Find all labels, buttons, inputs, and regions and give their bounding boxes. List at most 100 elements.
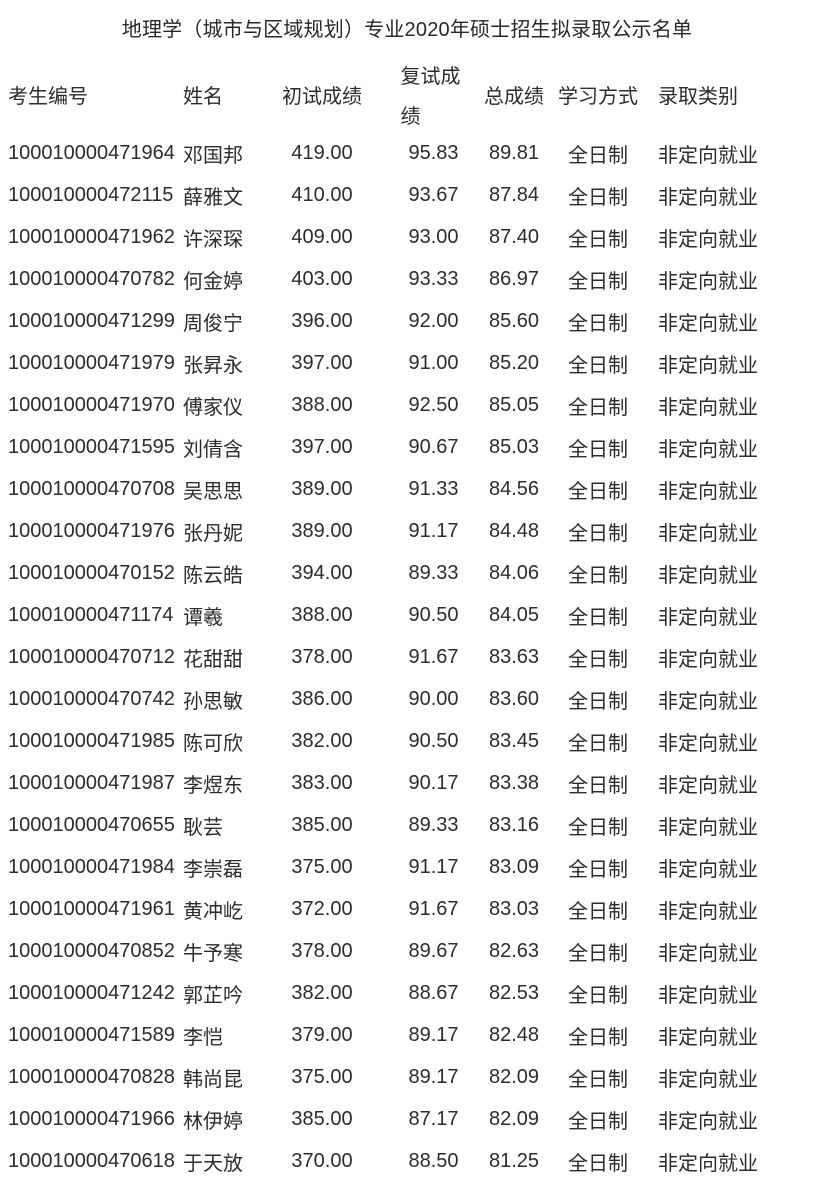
name-cell: 谭羲 (183, 606, 223, 629)
initial-score-cell: 382.00 (291, 729, 353, 752)
initial-score-cell: 397.00 (291, 435, 353, 458)
table-row: 100010000471979 张昇永 397.00 91.00 85.20 全日制 非定向… (0, 342, 814, 384)
admission-category-cell: 非定向就业 (658, 774, 758, 797)
name-cell: 耿芸 (183, 816, 223, 839)
total-score-cell: 82.09 (488, 1065, 540, 1088)
study-mode-cell: 全日制 (568, 858, 628, 881)
initial-score-cell: 385.00 (291, 1107, 353, 1130)
initial-score-cell: 389.00 (291, 519, 353, 542)
retest-score-cell: 89.67 (408, 939, 459, 962)
initial-score-cell: 397.00 (291, 351, 353, 374)
table-row: 100010000471589 李恺 379.00 89.17 82.48 全日制 非定向就… (0, 1014, 814, 1056)
table-row: 100010000471595 刘倩含 397.00 90.67 85.03 全日制 非定向… (0, 426, 814, 468)
total-score-cell: 81.25 (488, 1149, 540, 1172)
admission-category-cell: 非定向就业 (658, 984, 758, 1007)
candidate-id-cell: 100010000471964 (8, 141, 175, 164)
candidate-id-cell: 100010000470618 (8, 1149, 175, 1172)
candidate-id-cell: 100010000470852 (8, 939, 175, 962)
table-row: 100010000470782 何金婷 403.00 93.33 86.97 全日制 非定向… (0, 258, 814, 300)
name-cell: 花甜甜 (183, 648, 243, 671)
table-header-row: 考生编号 姓名 初试成绩 复试成绩 总成绩 学习方式 录取类别 (0, 61, 814, 132)
table-row: 100010000470828 韩尚昆 375.00 89.17 82.09 全日制 非定向… (0, 1056, 814, 1098)
name-cell: 邓国邦 (183, 144, 243, 167)
total-score-cell: 84.06 (488, 561, 540, 584)
table-row: 100010000471174 谭羲 388.00 90.50 84.05 全日制 非定向就… (0, 594, 814, 636)
study-mode-cell: 全日制 (568, 396, 628, 419)
retest-score-cell: 93.67 (408, 183, 459, 206)
name-cell: 吴思思 (183, 480, 243, 503)
admission-category-cell: 非定向就业 (658, 1026, 758, 1049)
column-header-total-score: 总成绩 (480, 77, 548, 117)
column-header-candidate-id: 考生编号 (8, 77, 183, 117)
candidate-id-cell: 100010000470152 (8, 561, 175, 584)
column-header-initial-score: 初试成绩 (277, 77, 367, 117)
admission-category-cell: 非定向就业 (658, 690, 758, 713)
admission-category-cell: 非定向就业 (658, 816, 758, 839)
total-score-cell: 87.40 (488, 225, 540, 248)
candidate-id-cell: 100010000470712 (8, 645, 175, 668)
candidate-id-cell: 100010000471970 (8, 393, 175, 416)
study-mode-cell: 全日制 (568, 312, 628, 335)
column-header-label: 初试成绩 (282, 85, 362, 108)
name-cell: 陈可欣 (183, 732, 243, 755)
candidate-id-cell: 100010000471984 (8, 855, 175, 878)
retest-score-cell: 92.50 (408, 393, 459, 416)
candidate-id-cell: 100010000472115 (8, 183, 174, 206)
table-row: 100010000471984 李崇磊 375.00 91.17 83.09 全日制 非定向… (0, 846, 814, 888)
admission-category-cell: 非定向就业 (658, 606, 758, 629)
initial-score-cell: 394.00 (291, 561, 353, 584)
initial-score-cell: 378.00 (291, 939, 353, 962)
candidate-id-cell: 100010000471299 (8, 309, 175, 332)
candidate-id-cell: 100010000471966 (8, 1107, 175, 1130)
retest-score-cell: 88.50 (408, 1149, 459, 1172)
name-cell: 于天放 (183, 1152, 243, 1175)
table-row: 100010000471976 张丹妮 389.00 91.17 84.48 全日制 非定向… (0, 510, 814, 552)
name-cell: 牛予寒 (183, 942, 243, 965)
candidate-id-cell: 100010000471987 (8, 771, 175, 794)
table-row: 100010000470152 陈云皓 394.00 89.33 84.06 全日制 非定向… (0, 552, 814, 594)
study-mode-cell: 全日制 (568, 648, 628, 671)
candidate-id-cell: 100010000470708 (8, 477, 175, 500)
admission-category-cell: 非定向就业 (658, 1068, 758, 1091)
study-mode-cell: 全日制 (568, 1110, 628, 1133)
candidate-id-cell: 100010000471962 (8, 225, 175, 248)
study-mode-cell: 全日制 (568, 1026, 628, 1049)
candidate-id-cell: 100010000471242 (8, 981, 175, 1004)
name-cell: 韩尚昆 (183, 1068, 243, 1091)
column-header-label: 考生编号 (8, 85, 88, 108)
column-header-retest-score: 复试成绩 (367, 57, 480, 137)
admission-category-cell: 非定向就业 (658, 396, 758, 419)
column-header-admission-category: 录取类别 (648, 77, 806, 117)
study-mode-cell: 全日制 (568, 690, 628, 713)
retest-score-cell: 90.17 (408, 771, 459, 794)
initial-score-cell: 379.00 (291, 1023, 353, 1046)
name-cell: 李崇磊 (183, 858, 243, 881)
table-row: 100010000471961 黄冲屹 372.00 91.67 83.03 全日制 非定向… (0, 888, 814, 930)
total-score-cell: 83.09 (488, 855, 540, 878)
initial-score-cell: 375.00 (291, 855, 353, 878)
initial-score-cell: 386.00 (291, 687, 353, 710)
name-cell: 李恺 (183, 1026, 223, 1049)
study-mode-cell: 全日制 (568, 438, 628, 461)
table-row: 100010000472115 薛雅文 410.00 93.67 87.84 全日制 非定向… (0, 174, 814, 216)
table-row: 100010000471962 许深琛 409.00 93.00 87.40 全日制 非定向… (0, 216, 814, 258)
admission-category-cell: 非定向就业 (658, 438, 758, 461)
retest-score-cell: 91.17 (408, 519, 459, 542)
table-row: 100010000470712 花甜甜 378.00 91.67 83.63 全日制 非定向… (0, 636, 814, 678)
total-score-cell: 87.84 (488, 183, 540, 206)
study-mode-cell: 全日制 (568, 186, 628, 209)
candidate-id-cell: 100010000471961 (8, 897, 175, 920)
admission-category-cell: 非定向就业 (658, 144, 758, 167)
total-score-cell: 84.05 (488, 603, 540, 626)
retest-score-cell: 95.83 (408, 141, 459, 164)
study-mode-cell: 全日制 (568, 354, 628, 377)
study-mode-cell: 全日制 (568, 606, 628, 629)
retest-score-cell: 90.50 (408, 603, 459, 626)
name-cell: 周俊宁 (183, 312, 243, 335)
retest-score-cell: 89.17 (408, 1065, 459, 1088)
admission-category-cell: 非定向就业 (658, 522, 758, 545)
candidate-id-cell: 100010000471589 (8, 1023, 175, 1046)
candidate-id-cell: 100010000471976 (8, 519, 175, 542)
retest-score-cell: 89.33 (408, 813, 459, 836)
